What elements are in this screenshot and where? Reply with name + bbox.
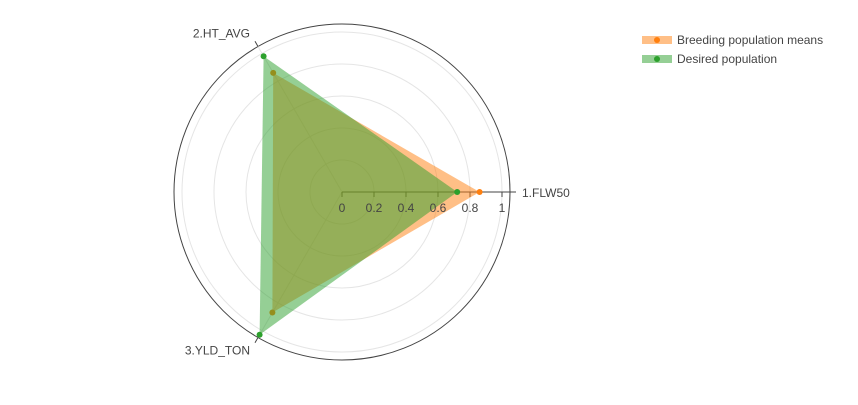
- radial-tick-label-2: 0.4: [398, 201, 415, 215]
- axis-label-3: 3.YLD_TON: [185, 343, 250, 357]
- legend-marker-2: [654, 56, 660, 62]
- legend-label-2: Desired population: [677, 52, 777, 66]
- radial-tick-labels: 0 0.2 0.4 0.6 0.8 1: [339, 201, 506, 215]
- series-layer: [256, 53, 483, 338]
- series-2-point-2: [260, 53, 267, 60]
- legend-label-1: Breeding population means: [677, 33, 823, 47]
- angular-tick-2: [254, 41, 259, 47]
- legend-item-2[interactable]: Desired population: [642, 52, 777, 66]
- radial-tick-label-3: 0.6: [430, 201, 447, 215]
- legend-item-1[interactable]: Breeding population means: [642, 33, 823, 47]
- series-2-point-1: [454, 189, 461, 195]
- series-1-point-1: [476, 189, 483, 195]
- angular-axis-labels: 1.FLW50 2.HT_AVG 3.YLD_TON: [185, 27, 570, 358]
- axis-label-1: 1.FLW50: [522, 186, 570, 200]
- legend-marker-1: [654, 37, 660, 43]
- angular-tick-3: [254, 337, 259, 343]
- radial-tick-label-4: 0.8: [462, 201, 479, 215]
- radial-tick-label-1: 0.2: [366, 201, 383, 215]
- radial-tick-label-0: 0: [339, 201, 346, 215]
- radial-tick-label-5: 1: [499, 201, 506, 215]
- legend: Breeding population means Desired populat…: [642, 33, 823, 66]
- series-area-2: [259, 56, 458, 335]
- axis-label-2: 2.HT_AVG: [193, 27, 250, 41]
- series-2-point-3: [256, 331, 263, 338]
